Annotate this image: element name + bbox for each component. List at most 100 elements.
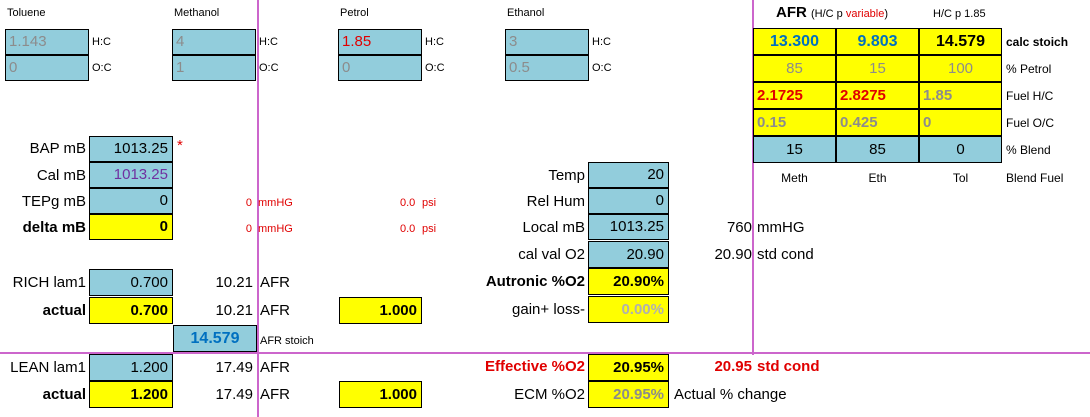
lean-factor-value: 1.000 [339,381,422,408]
local-mmhg-value: 760 [726,219,752,236]
tepg-mmhg-value: 0 [245,197,252,209]
hc-label: H:C [592,36,611,48]
hc-label: H:C [92,36,111,48]
column-tol-label: Tol [952,171,969,185]
local-mb-value: 1013.25 [588,214,669,240]
gain-loss-label: gain+ loss- [512,301,585,318]
petrol-oc-input[interactable]: 0 [338,55,422,81]
effective-o2-value: 20.95% [588,354,669,381]
oc-label: O:C [259,62,279,74]
ethanol-label: Ethanol [507,7,545,19]
afr-stoich-value: 14.579 [173,325,257,352]
cal-input[interactable]: 1013.25 [89,162,173,188]
vertical-guide-line-right [752,0,754,355]
afr-title: AFR [776,4,807,21]
cal-o2-label: cal val O2 [518,246,585,263]
fuel-oc-label: Fuel O/C [1006,116,1055,130]
bap-input[interactable]: 1013.25 [89,136,173,162]
afr-title-block: AFR (H/C p variable) [776,4,888,21]
rich-actual-afr-unit: AFR [260,302,290,319]
rich-actual-label: actual [42,302,86,319]
lean-actual-afr-value: 17.49 [215,386,253,403]
autronic-o2-value: 20.90% [588,268,669,295]
temp-label: Temp [548,167,585,184]
lean-lam1-label: LEAN lam1 [10,359,86,376]
effective-o2-label: Effective %O2 [484,358,585,375]
afr-tol-fuel-hc: 1.85 [919,82,1002,109]
afr-tol-stoich: 14.579 [919,28,1002,55]
rich-afr-value: 10.21 [215,274,253,291]
calc-stoich-label: calc stoich [1006,35,1069,49]
blend-meth-input[interactable]: 15 [753,136,836,163]
blend-tol-input[interactable]: 0 [919,136,1002,163]
horizontal-guide-line [0,352,1090,354]
hc-label: H:C [259,36,278,48]
petrol-hc-input[interactable]: 1.85 [338,29,422,55]
tepg-label: TEPg mB [21,193,86,210]
effective-std-value: 20.95 [714,358,752,375]
cal-o2-input[interactable]: 20.90 [588,241,669,268]
rich-actual-value: 0.700 [89,297,173,324]
tepg-psi-unit: psi [422,197,437,209]
afr-eth-fuel-oc: 0.425 [836,109,919,136]
ethanol-hc-input[interactable]: 3 [505,29,589,55]
afr-stoich-label: AFR stoich [260,335,314,347]
rich-lam1-label: RICH lam1 [12,274,86,291]
gain-loss-value: 0.00% [588,296,669,323]
fuel-hc-label: Fuel H/C [1006,89,1054,103]
ecm-change-label: Actual % change [674,386,787,403]
percent-petrol-label: % Petrol [1006,62,1052,76]
ethanol-oc-input[interactable]: 0.5 [505,55,589,81]
afr-eth-petrol: 15 [836,55,919,82]
toluene-hc-input[interactable]: 1.143 [5,29,89,55]
afr-hc-fixed-label: H/C p 1.85 [933,8,986,20]
toluene-oc-input[interactable]: 0 [5,55,89,81]
cal-label: Cal mB [36,167,86,184]
afr-subtitle-close: ) [884,8,889,20]
afr-tol-fuel-oc: 0 [919,109,1002,136]
methanol-hc-input[interactable]: 4 [172,29,256,55]
rich-afr-unit: AFR [260,274,290,291]
blend-fuel-label: Blend Fuel [1006,171,1064,185]
oc-label: O:C [92,62,112,74]
delta-mmhg-unit: mmHG [258,223,293,235]
bap-asterisk: * [177,137,183,154]
delta-psi-unit: psi [422,223,437,235]
blend-eth-input[interactable]: 85 [836,136,919,163]
lean-afr-unit: AFR [260,359,290,376]
afr-meth-petrol: 85 [753,55,836,82]
lean-actual-label: actual [42,386,86,403]
delta-mmhg-value: 0 [245,223,252,235]
delta-label: delta mB [22,219,86,236]
ecm-o2-label: ECM %O2 [514,386,585,403]
column-meth-label: Meth [781,171,808,185]
afr-eth-stoich: 9.803 [836,28,919,55]
effective-std-label: std cond [757,358,820,375]
tepg-mmhg-unit: mmHG [258,197,293,209]
lean-afr-value: 17.49 [215,359,253,376]
rel-hum-input[interactable]: 0 [588,188,669,214]
autronic-o2-label: Autronic %O2 [485,273,585,290]
rich-lam1-input[interactable]: 0.700 [89,269,173,296]
percent-blend-label: % Blend [1006,143,1051,157]
oc-label: O:C [425,62,445,74]
hc-label: H:C [425,36,444,48]
temp-input[interactable]: 20 [588,162,669,188]
methanol-oc-input[interactable]: 1 [172,55,256,81]
bap-label: BAP mB [29,140,86,157]
delta-value: 0 [89,214,173,240]
lean-actual-value: 1.200 [89,381,173,408]
cal-o2-std-value: 20.90 [714,246,752,263]
afr-meth-fuel-hc: 2.1725 [753,82,836,109]
afr-meth-stoich: 13.300 [753,28,836,55]
toluene-label: Toluene [7,7,46,19]
rich-actual-afr-value: 10.21 [215,302,253,319]
cal-o2-std-label: std cond [757,246,814,263]
local-mb-label: Local mB [522,219,585,236]
oc-label: O:C [592,62,612,74]
lean-lam1-input[interactable]: 1.200 [89,354,173,381]
afr-meth-fuel-oc: 0.15 [753,109,836,136]
lean-actual-afr-unit: AFR [260,386,290,403]
tepg-psi-value: 0.0 [400,197,416,209]
tepg-input[interactable]: 0 [89,188,173,214]
